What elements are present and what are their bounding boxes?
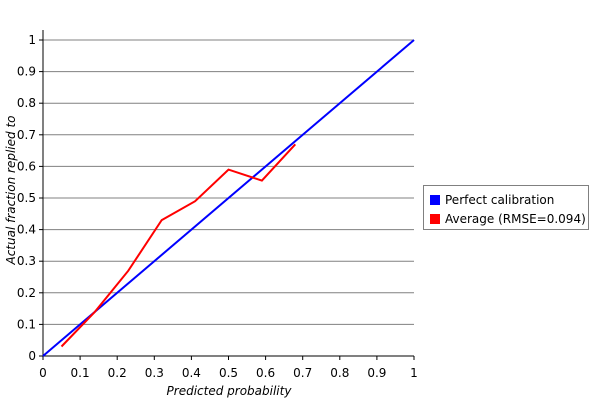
x-tick-label: 0 <box>39 366 47 380</box>
x-tick-label: 0.1 <box>71 366 90 380</box>
y-tick-label: 0.8 <box>17 96 36 110</box>
x-axis: 0 0.1 0.2 0.3 0.4 0.5 0.6 0.7 0.8 0.9 1 <box>39 355 418 380</box>
legend-item-perfect-calibration: Perfect calibration <box>430 193 554 207</box>
y-tick-label: 0.3 <box>17 254 36 268</box>
y-tick-label: 0.5 <box>17 191 36 205</box>
y-tick-label: 0.7 <box>17 128 36 142</box>
x-tick-label: 0.5 <box>219 366 238 380</box>
legend-label: Average (RMSE=0.094) <box>445 212 586 226</box>
x-tick-label: 0.9 <box>367 366 386 380</box>
y-tick-label: 0.2 <box>17 286 36 300</box>
x-axis-title: Predicted probability <box>167 384 293 398</box>
y-tick-label: 0.6 <box>17 159 36 173</box>
x-tick-label: 0.6 <box>256 366 275 380</box>
legend-swatch-red <box>430 214 440 224</box>
legend-label: Perfect calibration <box>445 193 555 207</box>
y-tick-label: 1 <box>28 33 36 47</box>
x-tick-label: 1 <box>410 366 418 380</box>
series-layer <box>42 39 415 357</box>
x-tick-label: 0.3 <box>145 366 164 380</box>
y-tick-label: 0.4 <box>17 223 36 237</box>
y-axis: 0 0.1 0.2 0.3 0.4 0.5 0.6 0.7 0.8 0.9 1 <box>17 30 44 363</box>
x-tick-label: 0.8 <box>330 366 349 380</box>
legend: Perfect calibration Average (RMSE=0.094) <box>423 185 589 230</box>
series-line-perfect-calibration <box>42 39 415 357</box>
legend-swatch-blue <box>430 195 440 205</box>
y-tick-label: 0.9 <box>17 65 36 79</box>
x-tick-label: 0.4 <box>182 366 201 380</box>
series-line-average <box>60 143 297 348</box>
y-tick-label: 0 <box>28 349 36 363</box>
grid-lines <box>43 39 414 325</box>
x-tick-label: 0.7 <box>293 366 312 380</box>
legend-item-average: Average (RMSE=0.094) <box>430 212 586 226</box>
y-axis-title: Actual fraction replied to <box>4 116 18 266</box>
y-tick-label: 0.1 <box>17 317 36 331</box>
x-tick-label: 0.2 <box>108 366 127 380</box>
